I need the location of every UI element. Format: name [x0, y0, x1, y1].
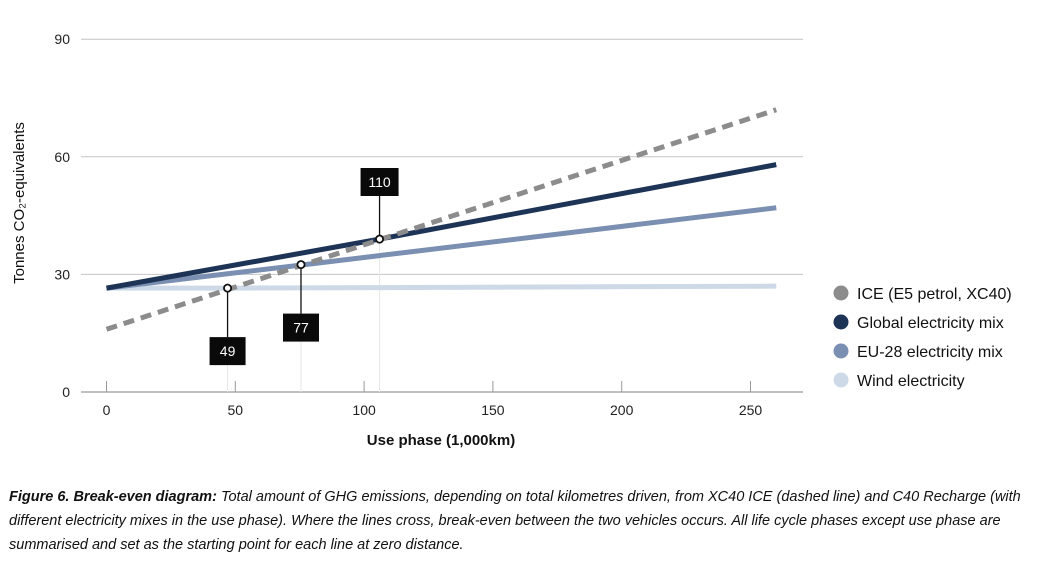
x-tick-label: 0 [103, 402, 111, 418]
legend-swatch [833, 285, 849, 301]
annotation-label: 49 [220, 343, 236, 359]
legend-label: Wind electricity [857, 373, 965, 390]
x-tick-label: 250 [739, 402, 763, 418]
legend-label: EU-28 electricity mix [857, 344, 1003, 361]
x-tick-label: 50 [228, 402, 244, 418]
legend-label: ICE (E5 petrol, XC40) [857, 286, 1012, 303]
legend-label: Global electricity mix [857, 315, 1004, 332]
legend-swatch [833, 372, 849, 388]
caption-text: Total amount of GHG emissions, depending… [9, 489, 1021, 553]
annotation-label: 77 [293, 320, 309, 336]
x-axis-title: Use phase (1,000km) [367, 432, 515, 449]
x-tick-label: 150 [481, 402, 505, 418]
x-tick-label: 100 [352, 402, 376, 418]
series-line-ice-e5-petrol-xc40 [105, 107, 778, 332]
y-tick-label: 0 [62, 384, 70, 400]
break-even-marker [375, 234, 385, 244]
series-line-wind-electricity [106, 283, 777, 291]
legend-swatch [833, 343, 849, 359]
break-even-marker [296, 260, 306, 270]
annotation-box [282, 313, 319, 342]
annotation-box [360, 168, 399, 196]
annotation-box [209, 337, 246, 366]
annotation-label: 110 [368, 174, 391, 190]
figure-caption: Figure 6. Break-even diagram: Total amou… [9, 485, 1039, 557]
caption-lead: Figure 6. Break-even diagram: [9, 489, 217, 505]
break-even-chart: 0 30 60 90 0 50 100 150 200 250 Use phase (1,000km… [11, 31, 1012, 449]
y-tick-label: 60 [54, 149, 70, 165]
x-tick-label: 200 [610, 402, 634, 418]
series-line-global-electricity-mix [106, 162, 777, 291]
break-even-marker [223, 283, 233, 293]
legend-swatch [833, 314, 849, 330]
y-axis-title: Tonnes CO₂-equivalents [11, 122, 28, 284]
y-tick-label: 90 [54, 31, 70, 47]
y-tick-label: 30 [54, 266, 70, 282]
